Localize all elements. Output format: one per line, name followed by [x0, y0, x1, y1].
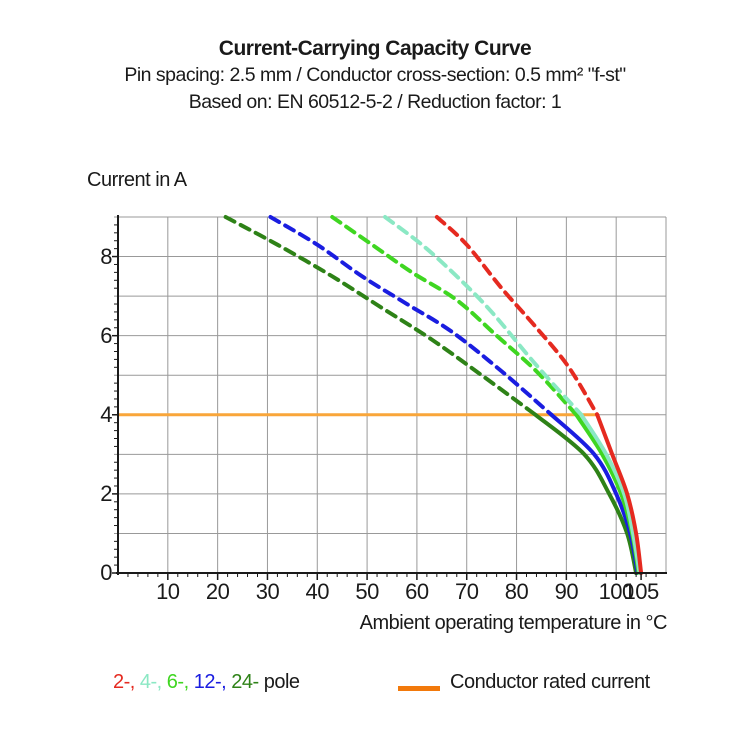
y-tick-label: 2	[100, 480, 112, 506]
chart-subtitle-standard: Based on: EN 60512-5-2 / Reduction facto…	[188, 91, 562, 113]
y-tick-label: 4	[100, 401, 112, 427]
x-tick-label: 10	[156, 579, 180, 604]
x-axis-title: Ambient operating temperature in °C	[359, 612, 668, 634]
y-axis-title: Current in A	[87, 169, 187, 191]
x-tick-label: 20	[205, 579, 230, 604]
x-tick-label: 50	[355, 579, 379, 604]
curve-solid-4-pole	[579, 412, 642, 575]
x-tick-label: 60	[405, 579, 429, 604]
legend-pole-segment: 12-,	[188, 671, 227, 693]
rated-current-swatch	[398, 686, 440, 691]
curve-dashed-24-pole	[223, 215, 538, 417]
legend-pole-segment: 4-,	[134, 671, 162, 693]
legend-pole-counts: 2-, 4-, 6-, 12-, 24- pole	[113, 671, 300, 694]
x-tick-label: 70	[454, 579, 479, 604]
legend-pole-segment: 2-,	[113, 671, 135, 693]
rated-current-label: Conductor rated current	[450, 671, 650, 693]
legend-pole-segment: pole	[258, 671, 300, 693]
curve-dashed-12-pole	[268, 215, 554, 417]
x-tick-label: 90	[554, 579, 579, 604]
legend-pole-segment: 24-	[226, 671, 259, 693]
y-tick-label: 0	[100, 560, 112, 585]
y-tick-label: 6	[100, 322, 112, 348]
y-tick-label: 8	[100, 243, 112, 269]
x-tick-label: 105	[623, 579, 659, 604]
x-tick-label: 100	[598, 579, 635, 604]
legend-pole-segment: 6-,	[161, 671, 189, 693]
x-tick-label: 40	[305, 579, 330, 604]
curve-dashed-4-pole	[383, 215, 584, 417]
curve-solid-24-pole	[533, 412, 639, 575]
curve-solid-2-pole	[595, 412, 644, 575]
chart-title: Current-Carrying Capacity Curve	[218, 37, 532, 60]
curve-dashed-2-pole	[434, 215, 600, 417]
curve-dashed-6-pole	[330, 215, 579, 417]
x-tick-label: 80	[504, 579, 529, 604]
x-tick-label: 30	[255, 579, 280, 604]
chart-subtitle-spec: Pin spacing: 2.5 mm / Conductor cross-se…	[124, 64, 626, 86]
